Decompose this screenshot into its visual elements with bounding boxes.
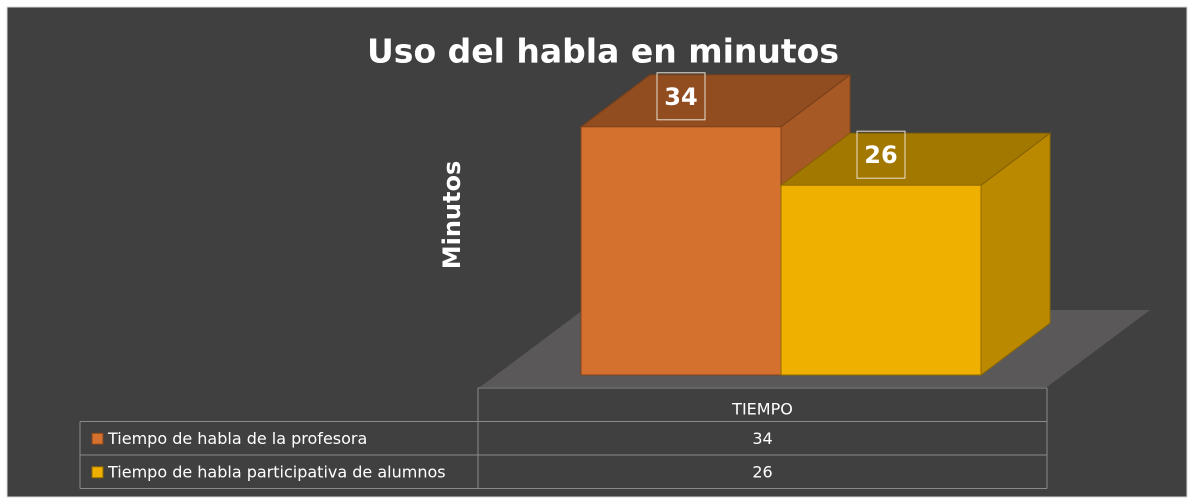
legend-label: Tiempo de habla participativa de alumnos bbox=[107, 462, 446, 481]
table-header: TIEMPO bbox=[731, 399, 793, 418]
data-label-box bbox=[856, 130, 906, 179]
bar bbox=[780, 184, 982, 376]
legend-swatch bbox=[91, 432, 104, 445]
data-label: 34 bbox=[664, 83, 697, 111]
y-axis-label: Minutos bbox=[438, 161, 466, 270]
data-label: 26 bbox=[864, 141, 897, 169]
legend-swatch bbox=[91, 466, 104, 479]
legend-label: Tiempo de habla de la profesora bbox=[107, 429, 367, 448]
data-label-box bbox=[656, 72, 706, 121]
table-value: 26 bbox=[752, 462, 772, 481]
bars: 34 26 bbox=[579, 72, 1052, 377]
chart-title: Uso del habla en minutos bbox=[367, 32, 839, 71]
data-table: TIEMPO Tiempo de habla de la profesora 34 T… bbox=[79, 387, 1048, 489]
table-value: 34 bbox=[752, 429, 772, 448]
bar bbox=[580, 126, 782, 376]
